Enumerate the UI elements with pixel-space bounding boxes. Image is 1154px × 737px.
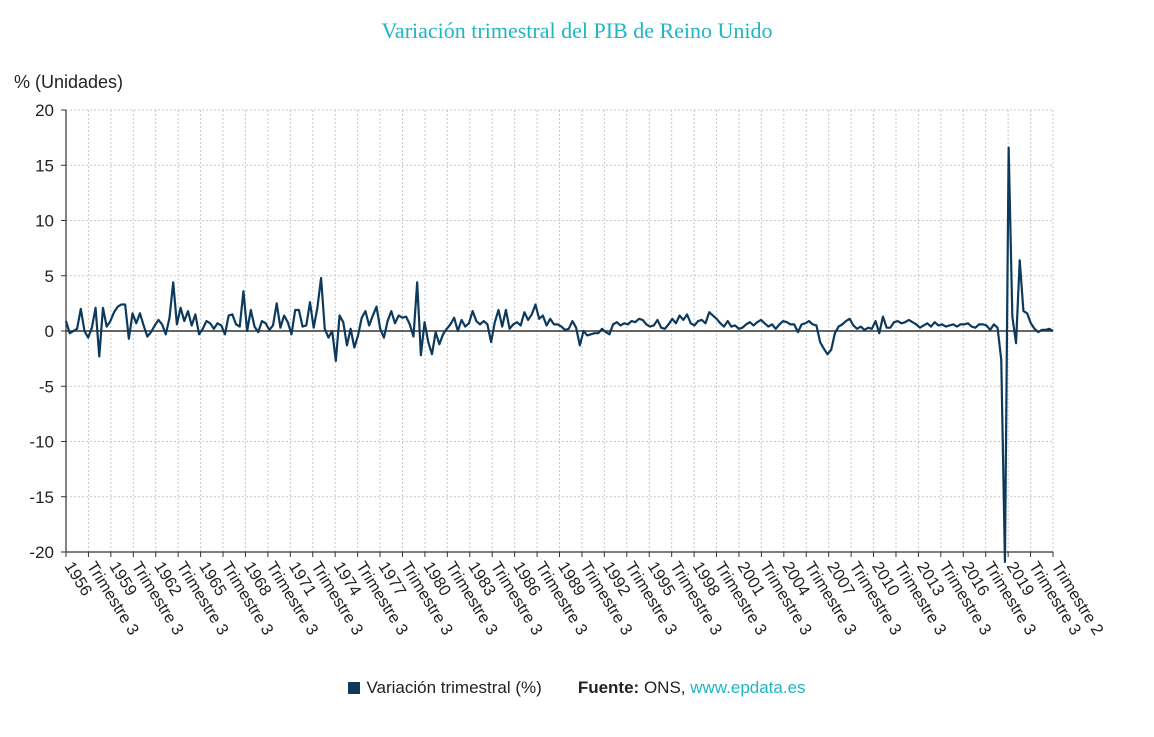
y-axis-label: % (Unidades) — [14, 72, 124, 92]
y-tick-label: -10 — [29, 433, 54, 452]
y-tick-label: 15 — [35, 156, 54, 175]
source-link[interactable]: www.epdata.es — [690, 678, 806, 697]
legend-swatch — [348, 682, 361, 694]
y-tick-labels: 20 15 10 5 0 -5 -10 -15 -20 — [29, 101, 54, 562]
chart-title: Variación trimestral del PIB de Reino Un… — [381, 18, 773, 43]
source-label: Fuente: — [577, 678, 640, 697]
legend-label: Variación trimestral (%) — [366, 678, 542, 697]
y-tick-label: 0 — [45, 322, 54, 341]
y-tick-label: 5 — [45, 267, 54, 286]
source-name: ONS, — [643, 678, 686, 697]
y-tick-label: -20 — [29, 543, 54, 562]
y-tick-label: -15 — [29, 488, 54, 507]
y-tick-label: -5 — [39, 377, 54, 396]
chart-footer: Variación trimestral (%) Fuente: ONS, www… — [0, 678, 1154, 698]
y-tick-label: 20 — [35, 101, 54, 120]
series-line — [64, 146, 1054, 564]
axes — [61, 109, 1054, 557]
y-tick-label: 10 — [35, 212, 54, 231]
